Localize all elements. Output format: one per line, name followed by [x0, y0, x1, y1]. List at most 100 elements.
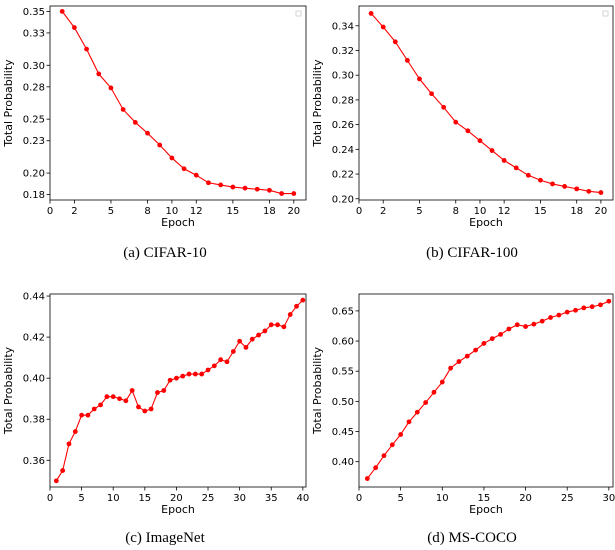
x-tick-label: 15: [534, 206, 547, 217]
y-tick-label: 0.45: [332, 427, 354, 438]
y-axis-label: Total Probability: [2, 346, 15, 435]
y-tick-label: 0.18: [23, 190, 45, 201]
y-tick-label: 0.30: [332, 71, 354, 82]
x-axis-label: Epoch: [469, 503, 503, 516]
x-tick-label: 20: [595, 206, 608, 217]
x-tick-label: 12: [190, 206, 203, 217]
data-point: [181, 166, 187, 172]
data-point: [72, 429, 78, 434]
data-point: [148, 406, 154, 412]
data-point: [498, 332, 503, 337]
data-point: [145, 130, 150, 136]
data-point: [205, 367, 211, 373]
x-tick-label: 0: [356, 206, 362, 217]
data-point: [66, 441, 72, 447]
y-tick-label: 0.33: [23, 28, 45, 39]
data-point: [169, 155, 175, 161]
data-point: [581, 305, 587, 311]
data-point: [523, 324, 528, 329]
x-tick-label: 30: [233, 493, 246, 504]
data-point: [564, 309, 570, 315]
data-point: [279, 191, 285, 196]
series-line: [370, 13, 601, 194]
subfigure-caption: (a) CIFAR-10: [123, 245, 206, 261]
y-tick-label: 0.38: [23, 415, 45, 426]
data-point: [477, 138, 483, 144]
x-axis-label: Epoch: [161, 503, 195, 516]
data-point: [538, 177, 543, 183]
x-tick-label: 0: [47, 206, 53, 217]
data-point: [364, 476, 370, 481]
x-tick-label: 5: [78, 493, 84, 504]
data-point: [79, 412, 85, 418]
data-point: [192, 371, 198, 377]
x-tick-label: 20: [170, 493, 183, 504]
data-point: [161, 388, 167, 393]
data-point: [381, 453, 387, 459]
data-point: [473, 347, 478, 353]
x-tick-label: 5: [416, 206, 422, 217]
y-tick-label: 0.36: [23, 456, 45, 467]
data-point: [453, 119, 459, 125]
data-point: [281, 324, 287, 330]
x-tick-label: 8: [453, 206, 459, 217]
data-point: [404, 57, 410, 63]
y-tick-label: 0.28: [332, 95, 354, 106]
x-tick-label: 12: [498, 206, 511, 217]
data-point: [380, 24, 386, 30]
data-point: [60, 468, 66, 473]
data-point: [448, 365, 454, 371]
plot-frame: [358, 5, 614, 201]
data-point: [256, 332, 261, 338]
y-tick-label: 0.30: [23, 61, 45, 72]
data-point: [268, 322, 274, 328]
y-axis-label: Total Probability: [311, 59, 324, 148]
data-point: [186, 371, 192, 377]
data-point: [465, 128, 471, 134]
data-point: [423, 400, 429, 405]
x-tick-label: 25: [202, 493, 215, 504]
x-tick-label: 25: [561, 493, 574, 504]
y-tick-label: 0.22: [332, 170, 354, 181]
y-tick-label: 0.65: [332, 306, 354, 317]
data-point: [155, 390, 160, 395]
x-tick-label: 15: [138, 493, 151, 504]
y-tick-label: 0.28: [23, 82, 45, 93]
data-point: [481, 341, 487, 346]
data-point: [506, 326, 512, 332]
plot-frame: [49, 5, 307, 201]
y-tick-label: 0.20: [332, 194, 354, 205]
data-point: [96, 71, 102, 77]
y-tick-label: 0.44: [23, 292, 45, 303]
data-point: [249, 336, 255, 342]
data-point: [501, 158, 507, 163]
data-point: [108, 85, 114, 91]
plot-frame: [358, 293, 614, 488]
x-tick-label: 20: [287, 206, 300, 217]
data-point: [417, 76, 422, 82]
x-axis-label: Epoch: [469, 216, 503, 229]
x-tick-label: 18: [570, 206, 583, 217]
data-point: [262, 328, 268, 334]
data-point: [71, 25, 77, 30]
data-point: [53, 478, 59, 484]
y-tick-label: 0.40: [332, 457, 354, 468]
x-tick-label: 10: [474, 206, 487, 217]
chart-panel-2: 0 5 10 15 20 25 30 35 40 0.36 0.38 0.40 0.42 0.44 Epoc…: [2, 292, 309, 546]
y-tick-label: 0.42: [23, 333, 45, 344]
data-point: [548, 315, 553, 320]
y-axis-label: Total Probability: [2, 59, 15, 148]
data-point: [193, 172, 199, 178]
x-tick-label: 10: [166, 206, 179, 217]
subfigure-caption: (b) CIFAR-100: [426, 245, 518, 261]
data-point: [489, 148, 495, 153]
data-point: [206, 180, 211, 186]
data-point: [230, 184, 236, 190]
data-point: [129, 388, 135, 393]
data-point: [598, 190, 604, 195]
data-point: [110, 394, 116, 400]
y-tick-label: 0.35: [23, 7, 45, 18]
series-line: [55, 299, 304, 482]
chart-panel-1: 0 2 5 8 10 12 15 18 20 0.20 0.22 0.24 0.26 0.28 0.30 0.…: [311, 5, 614, 261]
data-point: [441, 104, 447, 110]
